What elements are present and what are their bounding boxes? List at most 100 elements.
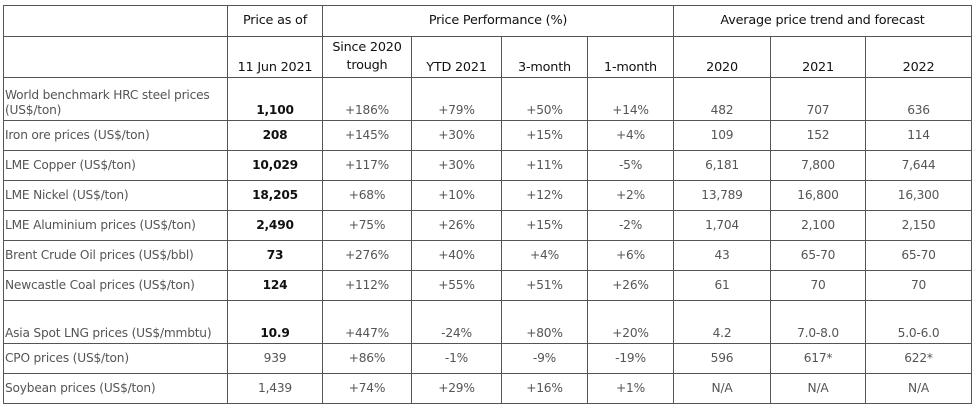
row-label: LME Nickel (US$/ton) xyxy=(3,180,228,211)
commodity-price-table: Price as of Price Performance (%) Averag… xyxy=(3,5,973,404)
current-price: 208 xyxy=(227,120,323,151)
cell-value: +15% xyxy=(501,210,588,241)
cell-value: -9% xyxy=(501,343,588,374)
cell-value: 622* xyxy=(865,343,973,374)
cell-value: +112% xyxy=(322,270,412,301)
cell-value: +80% xyxy=(501,300,588,344)
cell-value: +1% xyxy=(586,373,675,404)
current-price: 124 xyxy=(227,270,323,301)
current-price: 18,205 xyxy=(227,180,323,211)
cell-value: 596 xyxy=(673,343,772,374)
cell-value: +16% xyxy=(501,373,588,404)
cell-value: 16,800 xyxy=(770,180,867,211)
header-blank xyxy=(3,5,228,37)
table-row: LME Aluminium prices (US$/ton) 2,490 +75% +… xyxy=(3,210,973,241)
cell-value: 482 xyxy=(673,77,772,121)
cell-value: +186% xyxy=(322,77,412,121)
cell-value: -5% xyxy=(586,150,675,181)
cell-value: 4.2 xyxy=(673,300,772,344)
cell-value: 109 xyxy=(673,120,772,151)
table-row: Iron ore prices (US$/ton) 208 +145% +30% +15… xyxy=(3,120,973,151)
cell-value: +75% xyxy=(322,210,412,241)
cell-value: -24% xyxy=(411,300,502,344)
current-price: 1,439 xyxy=(227,373,323,404)
table-row: CPO prices (US$/ton) 939 +86% -1% -9% -19% 596… xyxy=(3,343,973,374)
row-label: LME Aluminium prices (US$/ton) xyxy=(3,210,228,241)
cell-value: -2% xyxy=(586,210,675,241)
cell-value: +30% xyxy=(411,120,502,151)
current-price: 2,490 xyxy=(227,210,323,241)
current-price: 73 xyxy=(227,240,323,271)
cell-value: N/A xyxy=(673,373,772,404)
cell-value: +15% xyxy=(501,120,588,151)
cell-value: 5.0-6.0 xyxy=(865,300,973,344)
table-row: Newcastle Coal prices (US$/ton) 124 +112% +… xyxy=(3,270,973,301)
cell-value: +26% xyxy=(586,270,675,301)
cell-value: +79% xyxy=(411,77,502,121)
row-label: Soybean prices (US$/ton) xyxy=(3,373,228,404)
cell-value: +51% xyxy=(501,270,588,301)
column-header: 11 Jun 2021 xyxy=(227,36,323,78)
header-blank xyxy=(3,36,228,78)
header-price-as-of: Price as of xyxy=(227,5,323,37)
cell-value: +14% xyxy=(586,77,675,121)
cell-value: -19% xyxy=(586,343,675,374)
row-label: Iron ore prices (US$/ton) xyxy=(3,120,228,151)
cell-value: 70 xyxy=(865,270,973,301)
header-price-performance: Price Performance (%) xyxy=(321,5,675,37)
current-price: 1,100 xyxy=(227,77,323,121)
cell-value: +40% xyxy=(411,240,502,271)
table-row: LME Nickel (US$/ton) 18,205 +68% +10% +12% +2… xyxy=(3,180,973,211)
cell-value: +145% xyxy=(322,120,412,151)
cell-value: +74% xyxy=(322,373,412,404)
column-header: 2021 xyxy=(770,36,867,78)
cell-value: 43 xyxy=(673,240,772,271)
cell-value: -1% xyxy=(411,343,502,374)
cell-value: +55% xyxy=(411,270,502,301)
cell-value: +12% xyxy=(501,180,588,211)
cell-value: +50% xyxy=(501,77,588,121)
cell-value: +4% xyxy=(501,240,588,271)
table-row: LME Copper (US$/ton) 10,029 +117% +30% +11% -… xyxy=(3,150,973,181)
cell-value: +6% xyxy=(586,240,675,271)
cell-value: 1,704 xyxy=(673,210,772,241)
cell-value: 13,789 xyxy=(673,180,772,211)
row-label: LME Copper (US$/ton) xyxy=(3,150,228,181)
row-label: CPO prices (US$/ton) xyxy=(3,343,228,374)
cell-value: +86% xyxy=(322,343,412,374)
cell-value: 16,300 xyxy=(865,180,973,211)
cell-value: 707 xyxy=(770,77,867,121)
row-label: Asia Spot LNG prices (US$/mmbtu) xyxy=(3,300,228,344)
cell-value: 61 xyxy=(673,270,772,301)
column-header: Since 2020 trough xyxy=(322,36,412,78)
cell-value: 6,181 xyxy=(673,150,772,181)
table-row: Asia Spot LNG prices (US$/mmbtu) 10.9 +447… xyxy=(3,300,973,344)
cell-value: N/A xyxy=(865,373,973,404)
column-header: 3-month xyxy=(501,36,588,78)
column-header: 2022 xyxy=(865,36,973,78)
cell-value: +26% xyxy=(411,210,502,241)
cell-value: +4% xyxy=(586,120,675,151)
cell-value: 7,800 xyxy=(770,150,867,181)
cell-value: +11% xyxy=(501,150,588,181)
cell-value: 636 xyxy=(865,77,973,121)
cell-value: 617* xyxy=(770,343,867,374)
cell-value: N/A xyxy=(770,373,867,404)
row-label: Newcastle Coal prices (US$/ton) xyxy=(3,270,228,301)
cell-value: +29% xyxy=(411,373,502,404)
row-label: World benchmark HRC steel prices (US$/to… xyxy=(3,77,228,121)
header-row-2: 11 Jun 2021 Since 2020 trough YTD 2021 3-mo… xyxy=(3,36,973,78)
cell-value: +10% xyxy=(411,180,502,211)
cell-value: 2,100 xyxy=(770,210,867,241)
column-header: 1-month xyxy=(586,36,675,78)
cell-value: +20% xyxy=(586,300,675,344)
table-row: Brent Crude Oil prices (US$/bbl) 73 +276% +… xyxy=(3,240,973,271)
header-average-trend: Average price trend and forecast xyxy=(673,5,973,37)
table-row: Soybean prices (US$/ton) 1,439 +74% +29% +16… xyxy=(3,373,973,404)
cell-value: +276% xyxy=(322,240,412,271)
cell-value: +447% xyxy=(322,300,412,344)
cell-value: 152 xyxy=(770,120,867,151)
header-row-1: Price as of Price Performance (%) Averag… xyxy=(3,5,973,37)
cell-value: +30% xyxy=(411,150,502,181)
current-price: 10,029 xyxy=(227,150,323,181)
